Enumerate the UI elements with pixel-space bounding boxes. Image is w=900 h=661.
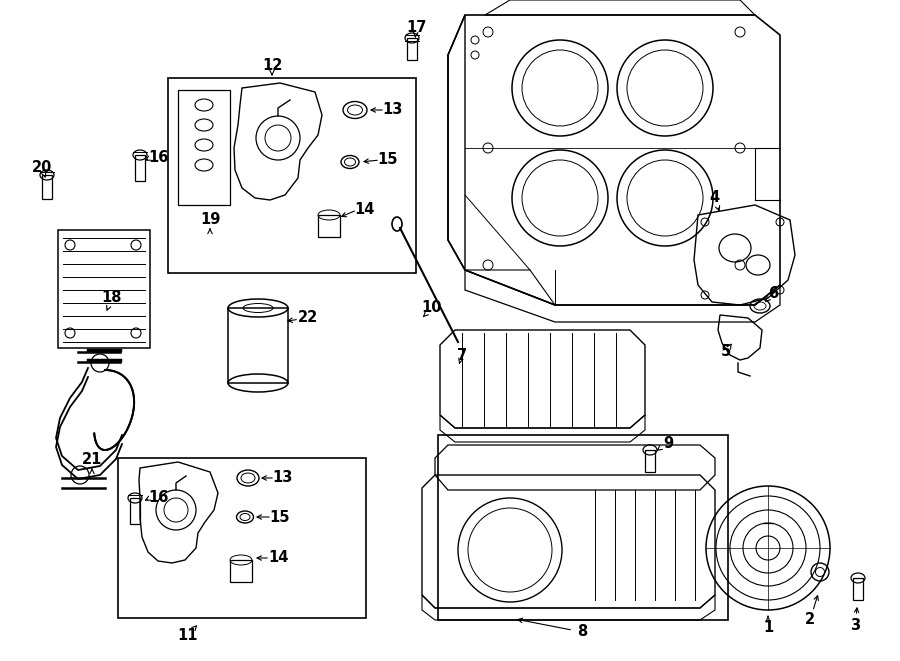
Text: 16: 16 xyxy=(148,490,168,506)
Text: 15: 15 xyxy=(270,510,290,524)
Text: 1: 1 xyxy=(763,621,773,635)
Text: 3: 3 xyxy=(850,617,860,633)
Bar xyxy=(168,78,416,273)
Bar xyxy=(230,560,252,582)
Text: 19: 19 xyxy=(200,212,220,227)
Text: 22: 22 xyxy=(298,311,318,325)
Text: 21: 21 xyxy=(82,453,103,467)
Bar xyxy=(42,175,52,199)
Text: 16: 16 xyxy=(148,151,168,165)
Text: 7: 7 xyxy=(457,348,467,362)
Text: 14: 14 xyxy=(355,202,375,217)
Text: 10: 10 xyxy=(422,301,442,315)
Bar xyxy=(318,215,340,237)
Text: 14: 14 xyxy=(268,551,288,566)
Text: 8: 8 xyxy=(577,625,587,639)
Text: 4: 4 xyxy=(709,190,719,204)
Text: 15: 15 xyxy=(378,153,398,167)
Text: 2: 2 xyxy=(805,613,815,627)
Text: 13: 13 xyxy=(273,471,293,485)
Bar xyxy=(58,230,150,348)
Bar xyxy=(178,90,230,205)
Text: 5: 5 xyxy=(721,344,731,360)
Bar xyxy=(407,38,417,60)
Bar xyxy=(228,308,288,383)
Text: 11: 11 xyxy=(178,627,198,642)
Text: 18: 18 xyxy=(102,290,122,305)
Text: 20: 20 xyxy=(32,161,52,176)
Bar xyxy=(438,435,728,620)
Text: 6: 6 xyxy=(768,286,778,301)
Bar xyxy=(130,498,140,524)
Bar xyxy=(645,450,655,472)
Text: 9: 9 xyxy=(663,436,673,451)
Text: 12: 12 xyxy=(262,58,283,73)
Bar xyxy=(118,458,366,618)
Bar xyxy=(135,155,145,181)
Text: 17: 17 xyxy=(406,20,427,36)
Bar xyxy=(853,578,863,600)
Text: 13: 13 xyxy=(382,102,403,118)
